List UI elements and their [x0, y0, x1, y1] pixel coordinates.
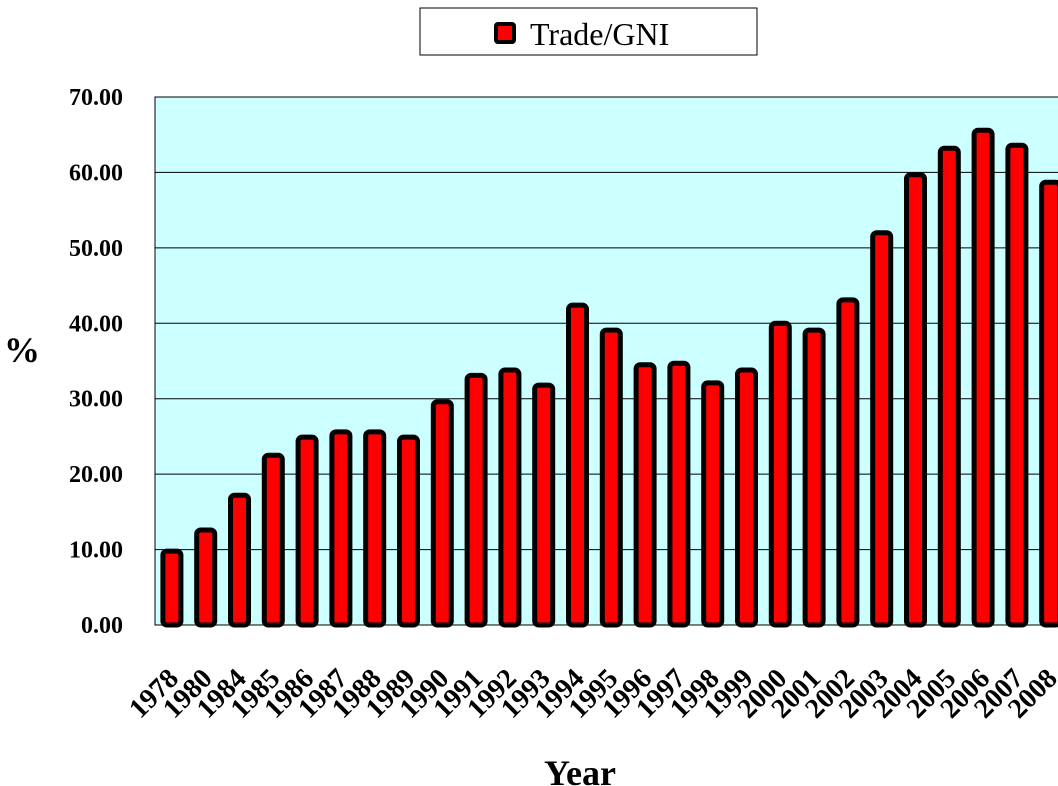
y-tick-label: 40.00: [69, 311, 123, 337]
y-tick-label: 70.00: [69, 85, 123, 111]
bar: [1005, 142, 1029, 628]
y-tick-label: 20.00: [69, 462, 123, 488]
bar: [1039, 179, 1058, 628]
bar: [329, 429, 353, 628]
bar: [160, 548, 184, 628]
bar: [295, 434, 319, 628]
bar: [430, 399, 454, 628]
bar: [667, 360, 691, 628]
y-tick-label: 60.00: [69, 160, 123, 186]
bar: [768, 320, 792, 628]
bar: [397, 434, 420, 628]
bar: [363, 429, 387, 628]
bar: [498, 367, 522, 628]
bar: [937, 145, 961, 628]
x-axis-title: Year: [544, 753, 616, 786]
bar: [261, 452, 285, 628]
y-tick-label: 10.00: [69, 538, 123, 564]
bar: [701, 380, 725, 628]
bar: [633, 362, 657, 628]
bar: [971, 127, 995, 628]
legend-label: Trade/GNI: [530, 16, 669, 52]
legend-swatch: [494, 22, 516, 44]
bar: [228, 492, 251, 628]
bar: [802, 327, 826, 628]
bar: [836, 297, 860, 628]
bar: [464, 372, 488, 628]
legend-box: [419, 7, 758, 56]
y-tick-label: 50.00: [69, 236, 123, 262]
bar: [735, 367, 758, 628]
bar: [532, 382, 556, 628]
y-tick-label: 30.00: [69, 387, 123, 413]
y-axis-title: %: [4, 330, 40, 370]
bar: [194, 527, 218, 628]
bar: [904, 172, 927, 628]
bar: [566, 302, 589, 628]
bar: [599, 327, 623, 628]
y-tick-label: 0.00: [81, 613, 123, 639]
bar: [870, 230, 894, 628]
